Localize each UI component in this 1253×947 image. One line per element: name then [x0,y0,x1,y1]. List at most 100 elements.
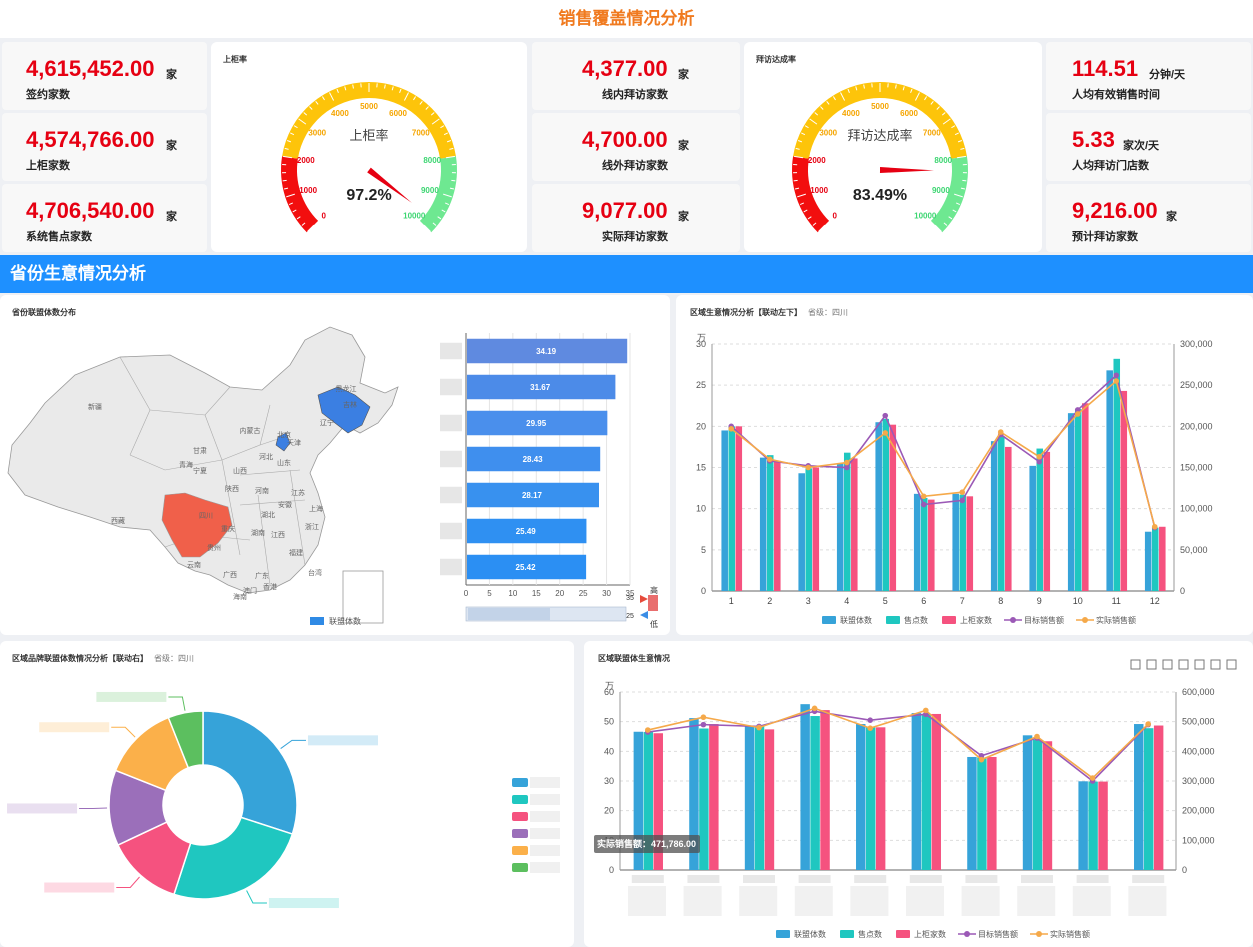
gauge-tick [952,209,957,213]
bar [967,756,977,870]
series-line [730,379,1156,527]
gauge-tick [298,118,307,125]
legend-swatch [512,829,528,838]
gauge-tick-label: 4000 [331,109,349,118]
y2-tick-label: 500,000 [1182,717,1215,727]
restore-icon[interactable] [1194,659,1205,670]
legend-label: 售点数 [904,615,928,625]
kpi-value: 114.51 [1072,56,1139,81]
visualmap-min: 25 [626,613,634,620]
slice-label-placeholder [268,898,339,909]
y2-tick-label: 200,000 [1180,421,1213,431]
bar [800,704,810,870]
bar [959,494,967,591]
gauge-tick [309,106,313,110]
province-border [259,404,271,446]
gauge-tick [283,187,289,190]
gauge-tick [449,187,455,190]
line-point [1113,378,1120,384]
save-image-icon[interactable] [1226,659,1237,670]
alliance-chart-title: 区域联盟体生意情况 [598,654,670,663]
line-point [920,493,927,500]
alliance-chart-panel: 区域联盟体生意情况 01020304050600100,000200,00030… [584,641,1253,947]
gauge-tick [445,155,456,159]
bar [467,446,601,472]
kpi-card: 4,615,452.00 家 签约家数 [2,42,207,110]
legend-swatch [512,846,528,855]
kpi-unit: 家 [166,69,177,81]
gauge-tick [942,118,951,125]
bar [699,728,709,870]
legend-label-placeholder [530,862,560,873]
data-label: 34.19 [536,347,557,356]
bar [643,732,654,870]
gauge-panel-title: 拜访达成率 [756,55,796,64]
legend-label-placeholder [530,828,560,839]
visualmap-high: 高 [650,585,658,595]
legend-label-placeholder [530,845,560,856]
y2-tick-label: 400,000 [1182,746,1215,756]
x-label-placeholder [850,886,889,916]
line-point [1113,372,1120,379]
leader-line [111,726,136,738]
province-label: 上海 [309,504,323,513]
gauge-tick [403,92,409,101]
bar [721,430,728,591]
legend-label: 上柜家数 [914,929,946,939]
bar [1022,735,1033,870]
legend-label: 联盟体数 [840,615,872,625]
kpi-card: 9,216.00 家 预计拜访家数 [1046,184,1251,252]
brand-pie-panel: 区域品牌联盟体数情况分析【联动右】 省级：四川 [0,641,574,947]
gauge-tick [441,209,446,213]
gauge-tick [793,179,798,182]
zoom-icon[interactable] [1130,659,1141,670]
gauge-tick [809,118,818,125]
data-label: 31.67 [530,383,551,392]
legend-label: 实际销售额 [1096,615,1136,625]
province-label: 山西 [233,466,247,475]
gauge-tick-label: 5000 [871,102,889,111]
province-label: 吉林 [343,400,357,409]
bar [928,499,935,591]
gauge-tick [437,216,442,220]
gauge-tick [423,224,431,232]
y2-tick-label: 200,000 [1182,806,1215,816]
line-point [1074,411,1081,417]
zoom-reset-icon[interactable] [1146,659,1157,670]
bar [766,455,774,591]
gauge-tick [315,100,319,105]
province-label: 内蒙古 [240,426,261,435]
line-point [700,721,707,728]
brand-pie-title: 区域品牌联盟体数情况分析【联动右】 省级：四川 [12,653,194,664]
bar [865,727,876,870]
data-view-icon[interactable] [1162,659,1173,670]
legend-label: 上柜家数 [960,615,992,625]
gauge-chart: 0 1000 2000 3000 4000 5000 6000 7000 8000 9000 100… [281,81,457,233]
province-label: 广东 [255,571,269,580]
y-tick-label: 20 [604,806,614,816]
line-point [923,711,929,718]
kpi-unit: 家 [1166,211,1177,223]
slice-label-placeholder [96,691,167,702]
chart-toolbox[interactable] [1130,658,1250,674]
gauge-tick [799,202,805,206]
line-point [766,456,773,463]
leader-line [280,739,306,749]
line-switch-icon[interactable] [1178,659,1189,670]
gauge-tick [286,140,292,143]
brush-icon[interactable] [1210,659,1221,670]
province-label: 江苏 [291,488,305,497]
bar [709,724,719,870]
line-point [843,464,850,471]
y-tick-label: 15 [696,463,706,473]
legend-swatch [512,863,528,872]
bar [966,496,974,591]
gauge-tick [807,216,812,220]
province-label: 新疆 [88,402,102,411]
gauge-band [930,156,968,233]
x-tick-label-placeholder [631,875,664,883]
gauge-tick [957,140,963,143]
x-label-placeholder [683,886,722,916]
kpi-unit: 家次/天 [1123,140,1160,152]
